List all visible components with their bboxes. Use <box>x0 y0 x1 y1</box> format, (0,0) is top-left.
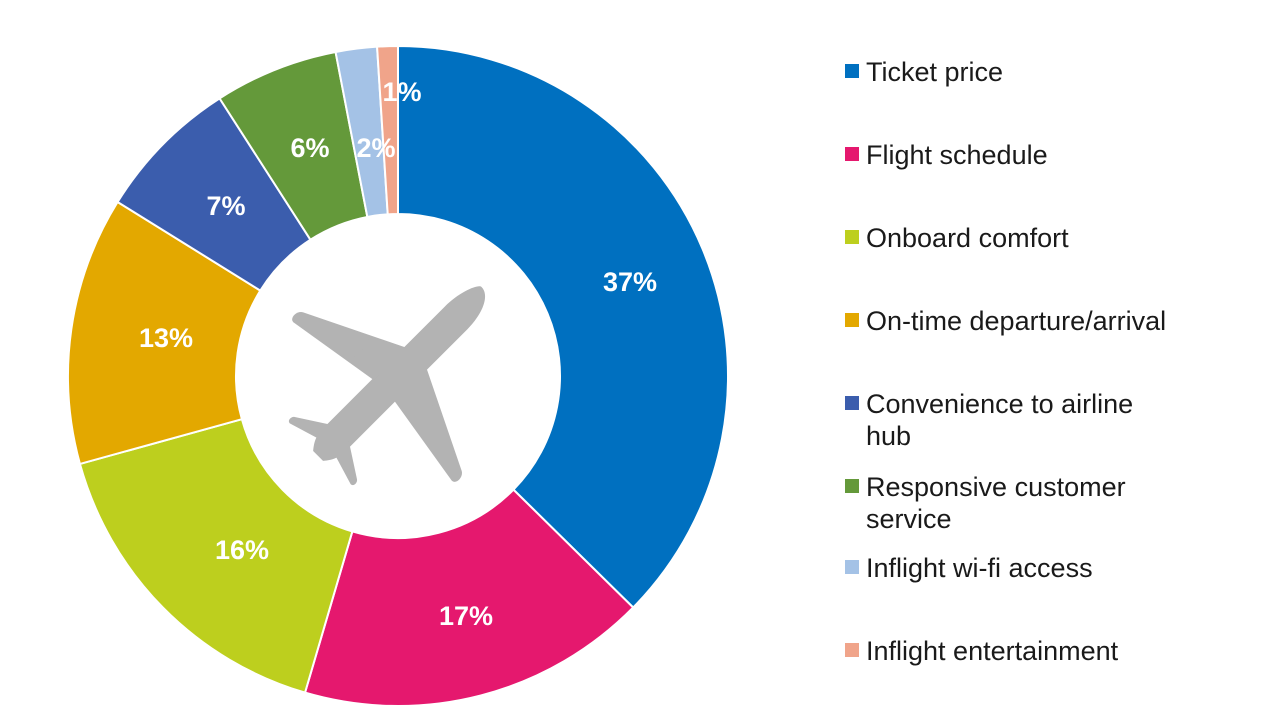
legend-swatch <box>845 479 859 493</box>
airplane-icon <box>288 286 485 486</box>
legend-item: Responsive customer service <box>845 471 1265 535</box>
legend-item: Inflight entertainment <box>845 635 1265 667</box>
legend-swatch <box>845 147 859 161</box>
legend-label: Flight schedule <box>866 140 1048 170</box>
donut-slices <box>67 44 729 707</box>
legend-swatch <box>845 396 859 410</box>
legend-item: Flight schedule <box>845 139 1265 171</box>
slice-label: 16% <box>215 535 269 565</box>
slice-label: 13% <box>139 323 193 353</box>
donut-chart: 37% 17% 16% 13% 7% 6% 2% 1% <box>67 44 729 707</box>
legend-swatch <box>845 560 859 574</box>
slice-label: 6% <box>290 133 329 163</box>
legend-item: Onboard comfort <box>845 222 1265 254</box>
legend-label: Convenience to airline hub <box>866 389 1134 451</box>
donut-slice-inflight-entertainment <box>376 44 399 216</box>
legend-item: Inflight wi-fi access <box>845 552 1265 584</box>
legend-label: Onboard comfort <box>866 223 1069 253</box>
slice-label: 2% <box>356 133 395 163</box>
slice-label: 17% <box>439 601 493 631</box>
slice-label: 1% <box>382 77 421 107</box>
slice-labels: 37% 17% 16% 13% 7% 6% 2% 1% <box>139 77 657 631</box>
legend-swatch <box>845 313 859 327</box>
legend-swatch <box>845 643 859 657</box>
donut-slice-onboard-comfort <box>78 417 354 694</box>
legend-label: On-time departure/arrival <box>866 306 1167 336</box>
legend-label: Inflight wi-fi access <box>866 553 1093 583</box>
donut-slice-flight-schedule <box>303 488 635 707</box>
legend-label: Responsive customer service <box>866 472 1126 534</box>
legend-swatch <box>845 230 859 244</box>
legend-item: Ticket price <box>845 56 1265 88</box>
legend-item: On-time departure/arrival <box>845 305 1265 337</box>
donut-slice-on-time-departure-arrival <box>67 200 262 466</box>
legend-label: Ticket price <box>866 57 1004 87</box>
legend-swatch <box>845 64 859 78</box>
slice-label: 7% <box>206 191 245 221</box>
donut-slice-ticket-price <box>397 44 729 609</box>
legend-item: Convenience to airline hub <box>845 388 1265 452</box>
legend-label: Inflight entertainment <box>866 636 1119 666</box>
slice-label: 37% <box>603 267 657 297</box>
